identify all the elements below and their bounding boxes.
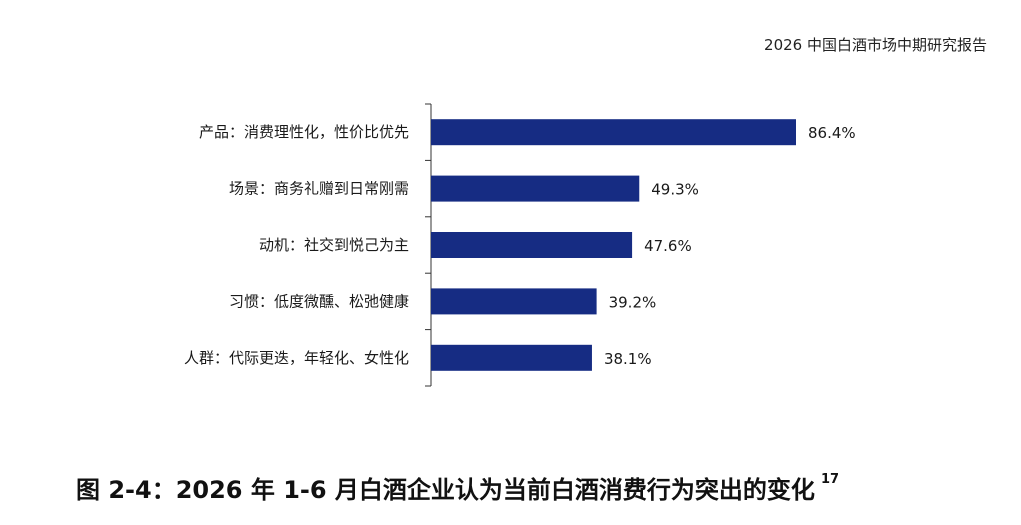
bar-chart: 产品：消费理性化，性价比优先场景：商务礼赠到日常刚需动机：社交到悦己为主习惯：低… <box>184 103 856 387</box>
bar <box>431 288 597 315</box>
bar <box>431 232 633 258</box>
category-label: 习惯：低度微醺、松弛健康 <box>229 292 409 310</box>
category-label: 产品：消费理性化，性价比优先 <box>199 123 409 141</box>
y-axis-ticks <box>425 103 431 387</box>
data-label: 39.2% <box>609 293 657 311</box>
bar <box>431 175 640 202</box>
value-labels: 86.4% 49.3% 47.6% 39.2% 38.1% <box>604 124 856 368</box>
category-labels: 产品：消费理性化，性价比优先场景：商务礼赠到日常刚需动机：社交到悦己为主习惯：低… <box>184 123 409 367</box>
report-header-title: 2026 中国白酒市场中期研究报告 <box>764 36 987 54</box>
bar <box>431 119 796 146</box>
data-label: 38.1% <box>604 350 652 368</box>
data-label: 47.6% <box>644 237 692 255</box>
bars-group <box>431 119 796 371</box>
footnote-marker: 17 <box>820 472 840 487</box>
data-label: 49.3% <box>651 181 699 199</box>
category-label: 场景：商务礼赠到日常刚需 <box>229 180 409 198</box>
bar <box>431 344 592 371</box>
category-label: 人群：代际更迭，年轻化、女性化 <box>184 349 409 367</box>
figure-caption: 图 2-4：2026 年 1-6 月白酒企业认为当前白酒消费行为突出的变化 17 <box>76 470 839 505</box>
category-label: 动机：社交到悦己为主 <box>259 236 409 254</box>
data-label: 86.4% <box>808 124 856 142</box>
figure-caption-text: 图 2-4：2026 年 1-6 月白酒企业认为当前白酒消费行为突出的变化 <box>76 476 815 504</box>
